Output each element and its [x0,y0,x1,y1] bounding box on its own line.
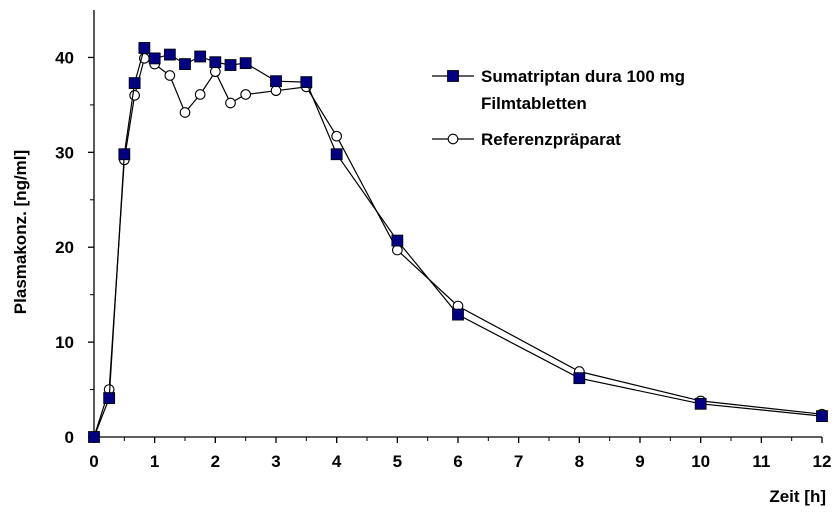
series-layer [88,42,828,443]
legend-item-sumatriptan-dura: Sumatriptan dura 100 mg Filmtabletten [432,67,685,113]
x-tick-label: 2 [211,452,220,471]
legend-label: Sumatriptan dura 100 mg [481,67,685,86]
x-tick-label: 9 [635,452,644,471]
y-tick-label: 20 [55,238,74,257]
series-referenzpraeparat [88,53,828,443]
legend-label: Referenzpräparat [481,130,621,149]
x-tick-label: 8 [575,452,584,471]
y-tick-label: 40 [55,48,74,67]
data-point-sumatriptan-dura [88,431,100,443]
data-point-sumatriptan-dura [694,397,707,410]
data-point-referenzpraeparat [164,70,176,81]
x-tick-label: 10 [691,452,710,471]
data-point-sumatriptan-dura [163,48,176,61]
data-point-sumatriptan-dura [103,392,116,404]
data-point-sumatriptan-dura [179,58,191,70]
x-tick-label: 5 [393,452,402,471]
data-point-sumatriptan-dura [330,148,343,161]
data-point-sumatriptan-dura [573,372,586,385]
x-tick-label: 6 [453,452,462,471]
data-point-sumatriptan-dura [138,42,151,54]
data-point-referenzpraeparat [391,244,403,256]
x-tick-label: 0 [89,452,98,471]
data-point-sumatriptan-dura [148,52,161,65]
y-tick-label: 10 [55,333,74,352]
data-point-referenzpraeparat [240,89,252,100]
y-tick-label: 0 [65,428,74,447]
data-point-sumatriptan-dura [300,76,313,89]
data-point-sumatriptan-dura [128,77,141,89]
x-tick-label: 4 [332,452,342,471]
x-tick-label: 12 [813,452,832,471]
series-line-referenzpraeparat [93,57,823,438]
series-sumatriptan-dura [88,42,828,443]
data-point-referenzpraeparat [129,90,140,101]
legend-label: Filmtabletten [481,94,587,113]
data-point-referenzpraeparat [270,85,282,97]
data-point-referenzpraeparat [194,89,206,100]
x-axis-title: Zeit [h] [769,487,826,506]
x-tick-label: 3 [271,452,280,471]
data-point-sumatriptan-dura [118,148,131,161]
legend: Sumatriptan dura 100 mg Filmtabletten Refe… [432,67,685,149]
data-point-referenzpraeparat [225,97,236,109]
data-point-sumatriptan-dura [224,59,237,71]
data-point-sumatriptan-dura [816,410,828,423]
data-point-sumatriptan-dura [452,308,464,321]
x-tick-label: 7 [514,452,523,471]
data-point-sumatriptan-dura [270,75,282,88]
data-point-sumatriptan-dura [209,56,222,69]
y-tick-label: 30 [55,143,74,162]
y-axis-title: Plasmakonz. [ng/ml] [11,150,30,314]
legend-marker [447,70,459,82]
x-tick-label: 11 [752,452,770,471]
legend-marker [447,133,459,145]
data-point-sumatriptan-dura [391,234,404,247]
x-tick-label: 1 [150,452,159,471]
data-point-sumatriptan-dura [194,50,207,63]
data-point-sumatriptan-dura [239,57,252,70]
series-line-sumatriptan-dura [93,46,823,438]
data-point-referenzpraeparat [179,107,191,118]
legend-item-referenzpraeparat: Referenzpräparat [432,130,621,149]
data-point-referenzpraeparat [209,66,221,78]
data-point-referenzpraeparat [331,130,343,142]
